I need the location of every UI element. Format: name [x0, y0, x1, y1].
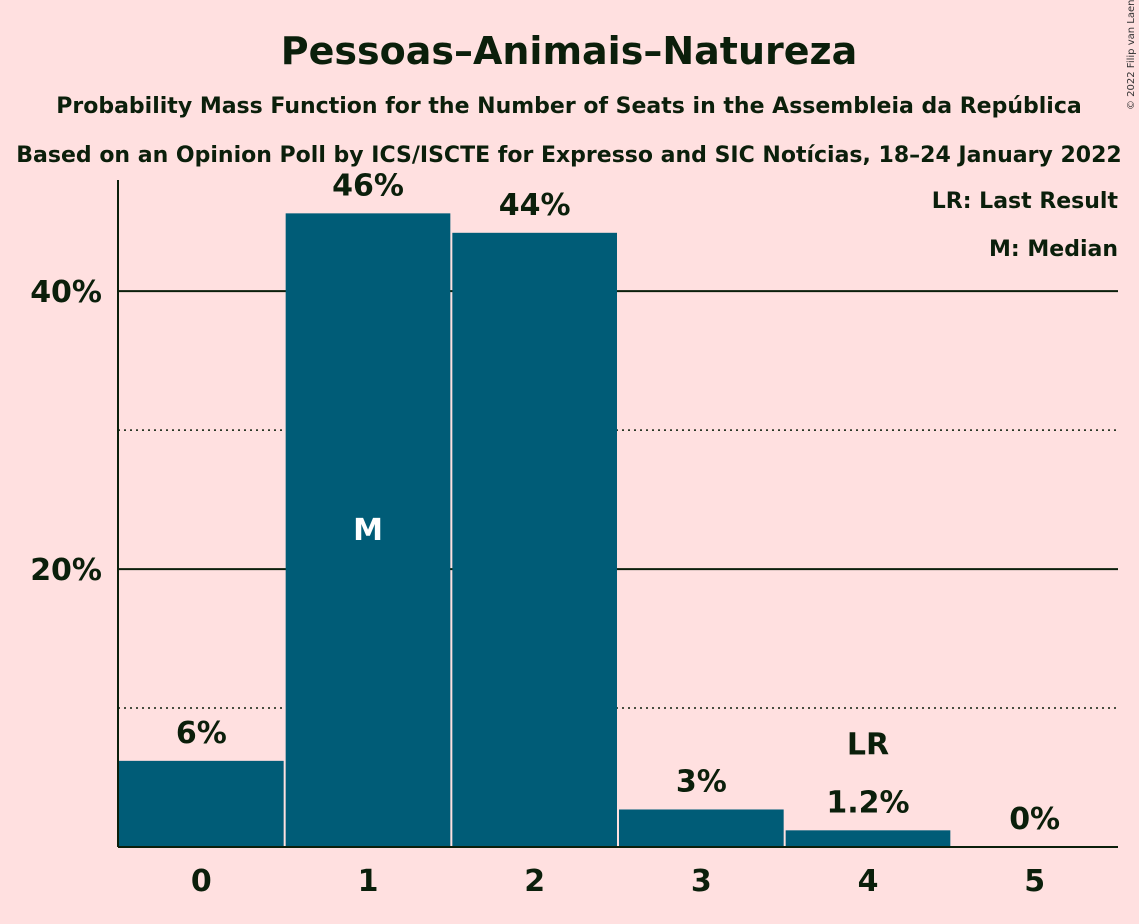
bar-2	[452, 232, 617, 847]
copyright: © 2022 Filip van Laenen	[1126, 0, 1137, 110]
bars	[119, 213, 951, 848]
x-tick-label: 0	[191, 864, 212, 899]
y-tick-label: 40%	[30, 275, 102, 310]
value-label-5: 0%	[1009, 802, 1060, 837]
bar-labels: 6% 46% 44% 3% 1.2% 0% LR M	[176, 168, 1060, 837]
bar-0	[119, 760, 284, 847]
legend-median: M: Median	[989, 237, 1118, 262]
x-tick-label: 3	[691, 864, 712, 899]
x-tick-label: 5	[1024, 864, 1045, 899]
median-marker: M	[353, 513, 383, 548]
last-result-marker: LR	[847, 727, 889, 762]
chart-subtitle: Probability Mass Function for the Number…	[56, 94, 1081, 119]
legend-last-result: LR: Last Result	[932, 189, 1119, 214]
value-label-3: 3%	[676, 764, 727, 799]
bar-1	[285, 213, 451, 848]
x-tick-label: 2	[524, 864, 545, 899]
value-label-0: 6%	[176, 716, 227, 751]
axes: 20% 40% 0 1 2 3 4 5	[30, 180, 1118, 899]
x-tick-label: 1	[358, 864, 379, 899]
chart-subtitle-2: Based on an Opinion Poll by ICS/ISCTE fo…	[16, 143, 1121, 168]
bar-4	[785, 830, 951, 847]
bar-3	[619, 809, 784, 847]
value-label-2: 44%	[499, 188, 571, 223]
x-tick-label: 4	[858, 864, 879, 899]
value-label-1: 46%	[332, 168, 404, 203]
grid	[118, 290, 1118, 709]
chart-title: Pessoas–Animais–Natureza	[281, 29, 858, 73]
y-tick-label: 20%	[30, 553, 102, 588]
value-label-4: 1.2%	[826, 785, 909, 820]
